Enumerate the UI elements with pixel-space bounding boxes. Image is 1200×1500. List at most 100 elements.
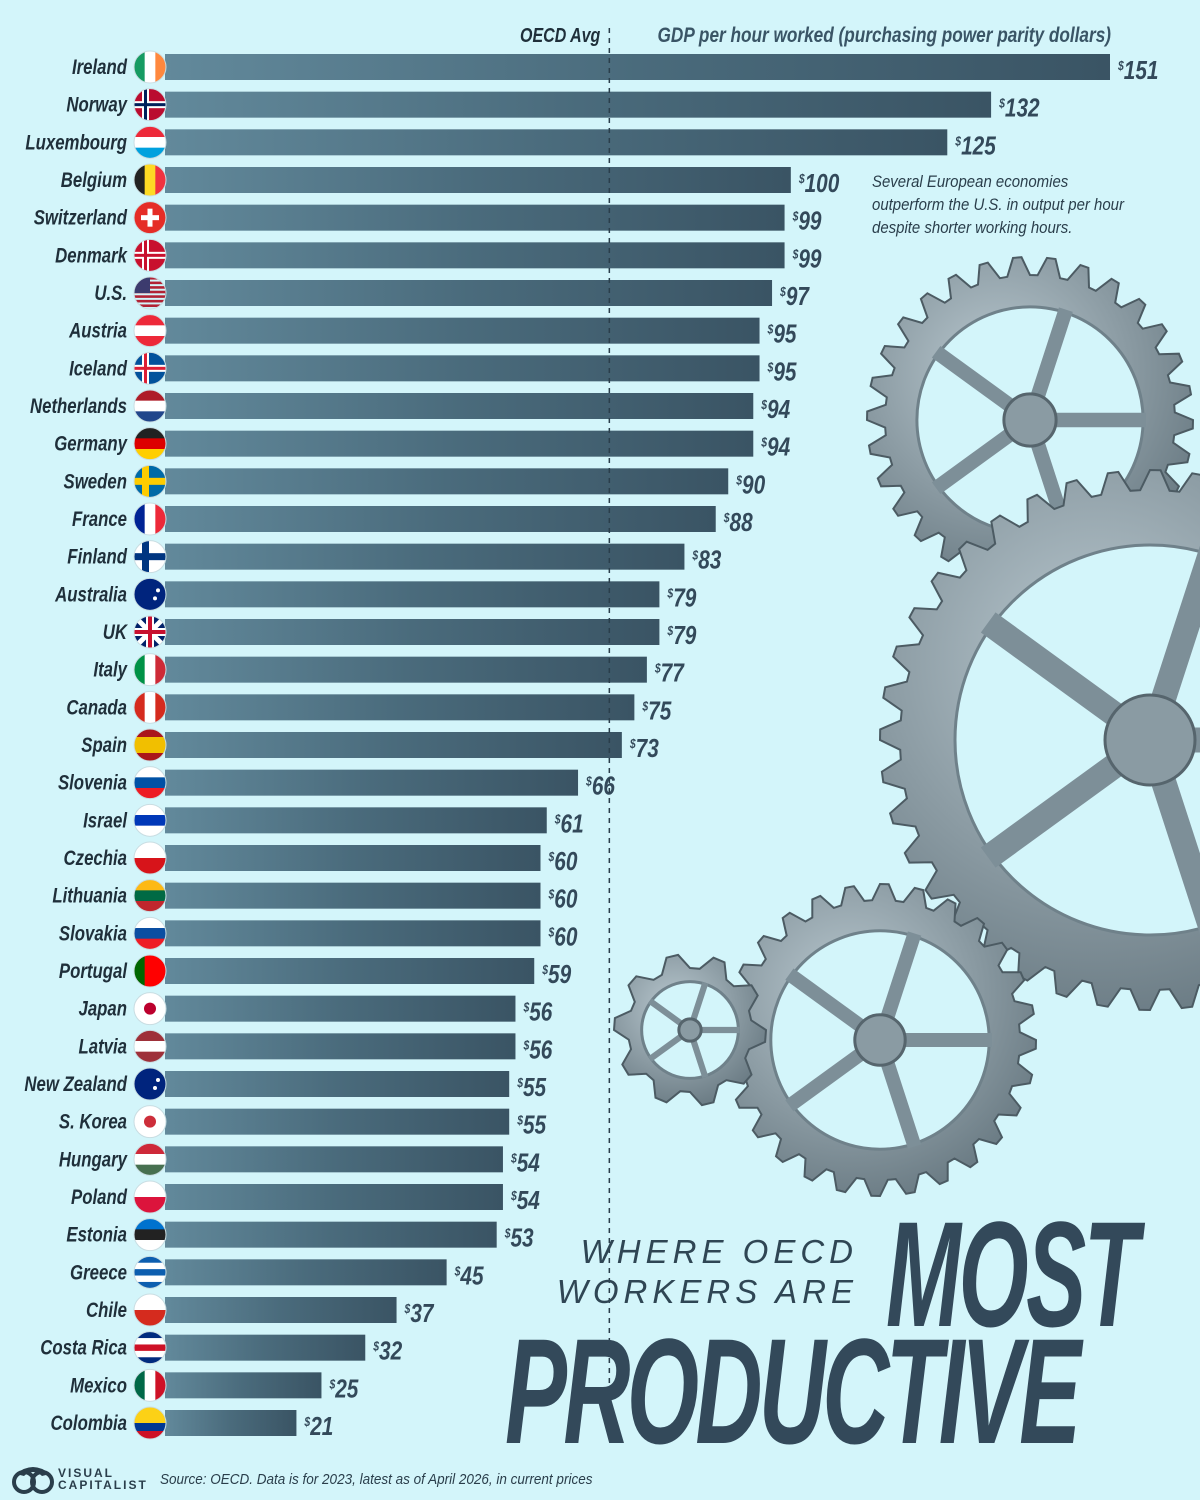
flag-icon <box>133 1029 167 1063</box>
bar <box>165 317 760 344</box>
flag-icon <box>133 464 167 498</box>
category-label: Greece <box>70 1262 127 1285</box>
category-label: Netherlands <box>30 395 127 418</box>
value-label: $79 <box>667 583 697 612</box>
value-label: $99 <box>792 206 822 235</box>
value-label: $54 <box>510 1186 540 1215</box>
value-label: $95 <box>767 319 798 348</box>
bar-row: Denmark $99 <box>55 238 821 273</box>
bar-row: Slovakia $60 <box>59 916 577 951</box>
value-label: $56 <box>523 1035 554 1064</box>
category-label: U.S. <box>94 282 127 305</box>
flag-icon <box>133 1218 167 1252</box>
category-label: Czechia <box>64 847 128 870</box>
category-label: Australia <box>54 584 127 607</box>
category-label: Sweden <box>64 471 127 494</box>
bar-row: Latvia $56 <box>78 1029 554 1064</box>
bar-row: Czechia $60 <box>64 841 578 876</box>
category-label: Slovenia <box>58 772 127 795</box>
bar <box>165 882 541 909</box>
flag-icon <box>133 314 167 348</box>
value-label: $60 <box>548 847 578 876</box>
category-label: Germany <box>54 433 128 456</box>
bar <box>165 1033 516 1060</box>
bar-row: Poland $54 <box>71 1180 540 1215</box>
bar <box>165 506 716 532</box>
flag-icon <box>133 841 167 875</box>
flag-icon <box>133 351 167 385</box>
flag-icon <box>133 238 167 272</box>
bar <box>165 543 685 570</box>
flag-icon <box>133 766 167 800</box>
bar <box>165 920 541 947</box>
gears-illustration <box>612 256 1200 1198</box>
bar-row: Greece $45 <box>70 1255 484 1290</box>
bar <box>165 958 535 984</box>
bar <box>165 1221 497 1248</box>
bar-row: Estonia $53 <box>66 1218 534 1252</box>
bar-row: Israel $61 <box>83 803 584 838</box>
bar <box>165 1071 510 1097</box>
bar <box>165 732 622 758</box>
category-label: Canada <box>66 697 127 720</box>
x-axis-label: GDP per hour worked (purchasing power pa… <box>658 25 1111 48</box>
flag-icon <box>133 389 167 423</box>
bar <box>165 91 992 118</box>
bar-row: Chile $37 <box>86 1293 434 1328</box>
bar-row: Mexico $25 <box>70 1368 360 1403</box>
flag-icon <box>133 728 167 762</box>
bar <box>165 694 635 721</box>
category-label: Lithuania <box>52 885 127 908</box>
value-label: $53 <box>504 1223 534 1252</box>
bar <box>165 54 1110 80</box>
bar <box>165 1146 503 1173</box>
category-label: France <box>72 508 127 531</box>
bar-row: Slovenia $66 <box>58 766 616 800</box>
logo-text: VISUAL CAPITALIST <box>58 1466 148 1492</box>
bar-row: Luxembourg $125 <box>25 125 997 160</box>
bar <box>165 581 660 608</box>
bar <box>165 656 647 683</box>
bar-row: Germany $94 <box>54 427 790 461</box>
value-label: $56 <box>523 997 554 1026</box>
bar <box>165 995 516 1022</box>
flag-icon <box>133 916 167 950</box>
flag-icon <box>133 1368 167 1402</box>
category-label: Chile <box>86 1299 127 1322</box>
category-label: Belgium <box>61 169 127 192</box>
bar <box>165 769 579 796</box>
category-label: Luxembourg <box>25 132 127 155</box>
value-label: $25 <box>329 1374 360 1403</box>
bar-row: Australia $79 <box>54 577 697 612</box>
category-label: Israel <box>83 810 128 833</box>
bar <box>165 1334 366 1361</box>
bar-row: Norway $132 <box>66 88 1040 122</box>
bar-row: Lithuania $60 <box>52 879 577 913</box>
flag-icon <box>133 690 167 724</box>
category-label: Hungary <box>59 1149 128 1172</box>
bar-row: Ireland $151 <box>72 50 1158 85</box>
bar-row: Italy $77 <box>93 653 685 687</box>
bar <box>165 1297 397 1323</box>
bar-row: Spain $73 <box>81 728 659 763</box>
visual-capitalist-logo-icon <box>12 1467 54 1494</box>
bar-row: Sweden $90 <box>64 464 765 499</box>
category-label: UK <box>103 621 128 644</box>
bar-row: Finland $83 <box>67 540 722 574</box>
value-label: $125 <box>954 131 996 160</box>
flag-icon <box>133 1255 167 1289</box>
category-label: Costa Rica <box>40 1337 127 1360</box>
footer: VISUAL CAPITALIST Source: OECD. Data is f… <box>12 1462 640 1496</box>
category-label: Slovakia <box>59 923 128 946</box>
category-label: Norway <box>66 94 128 117</box>
value-label: $151 <box>1117 56 1158 85</box>
flag-icon <box>133 125 167 159</box>
bar <box>165 1108 510 1135</box>
value-label: $83 <box>692 545 722 574</box>
flag-icon <box>133 1142 167 1176</box>
flag-icon <box>133 502 167 536</box>
category-label: Portugal <box>59 960 128 983</box>
bar <box>165 807 547 834</box>
bar-row: France $88 <box>72 502 753 537</box>
